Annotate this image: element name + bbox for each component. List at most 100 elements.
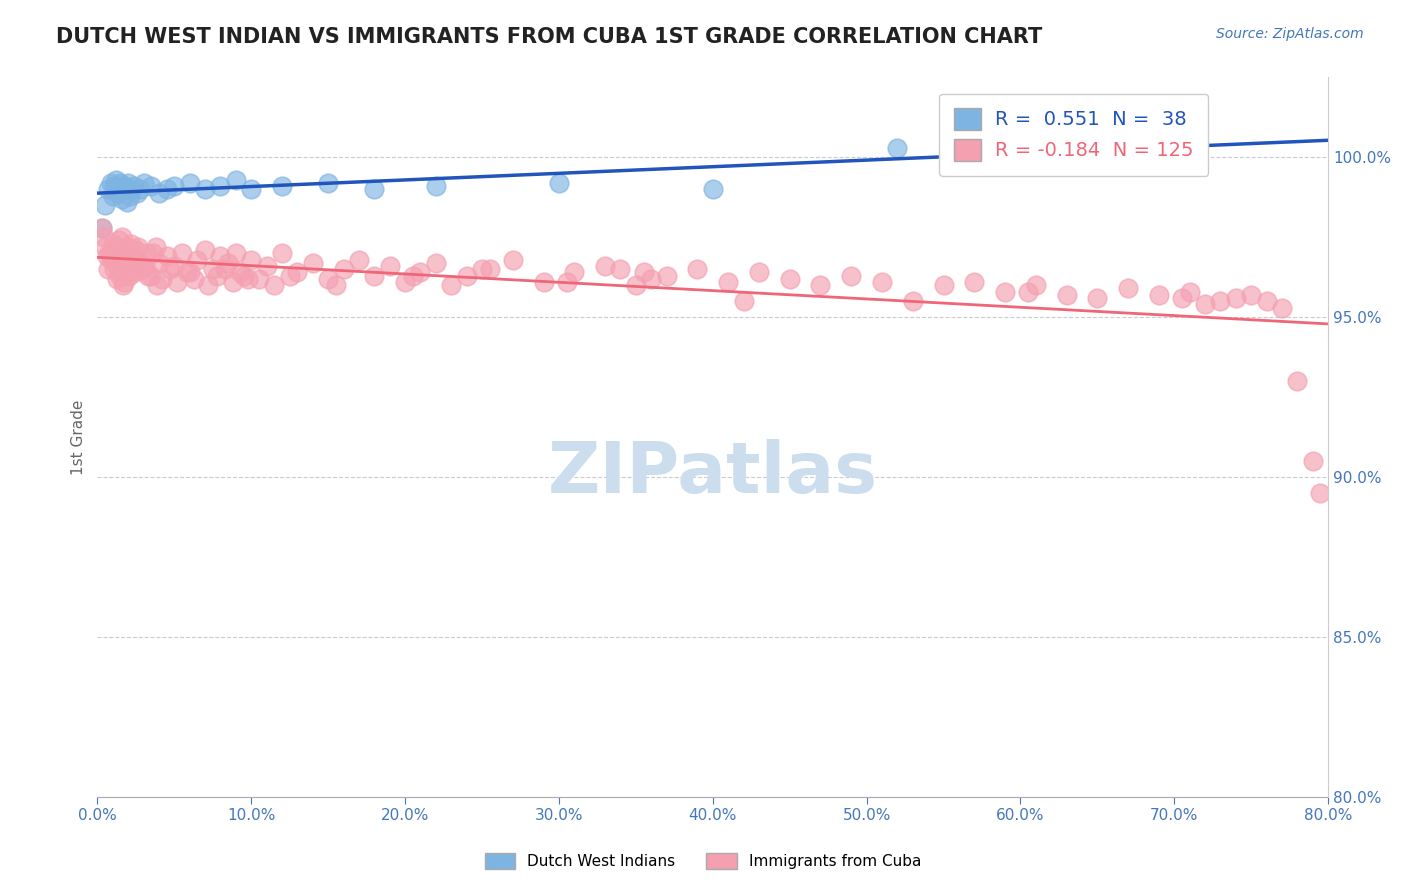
Point bbox=[256, 259, 278, 273]
Point bbox=[91, 220, 114, 235]
Point bbox=[402, 268, 425, 283]
Point bbox=[132, 176, 155, 190]
Point bbox=[155, 249, 177, 263]
Point bbox=[135, 246, 157, 260]
Point bbox=[104, 172, 127, 186]
Point bbox=[1147, 288, 1170, 302]
Point bbox=[111, 230, 134, 244]
Point bbox=[316, 272, 339, 286]
Point bbox=[112, 275, 135, 289]
Legend: Dutch West Indians, Immigrants from Cuba: Dutch West Indians, Immigrants from Cuba bbox=[478, 847, 928, 875]
Point bbox=[901, 294, 924, 309]
Point bbox=[839, 268, 862, 283]
Point bbox=[932, 278, 955, 293]
Point bbox=[110, 176, 132, 190]
Point bbox=[127, 240, 149, 254]
Point bbox=[121, 256, 143, 270]
Point bbox=[163, 259, 186, 273]
Point bbox=[104, 243, 127, 257]
Point bbox=[111, 192, 134, 206]
Point bbox=[332, 262, 354, 277]
Point bbox=[870, 275, 893, 289]
Point bbox=[120, 182, 142, 196]
Point bbox=[229, 265, 252, 279]
Point bbox=[142, 246, 165, 260]
Point bbox=[103, 262, 125, 277]
Point bbox=[425, 179, 447, 194]
Point bbox=[209, 179, 232, 194]
Point bbox=[166, 275, 188, 289]
Point bbox=[271, 246, 294, 260]
Point bbox=[163, 179, 186, 194]
Point bbox=[118, 265, 141, 279]
Point bbox=[748, 265, 770, 279]
Point bbox=[129, 182, 152, 196]
Point bbox=[159, 262, 181, 277]
Point bbox=[640, 272, 662, 286]
Point bbox=[194, 182, 217, 196]
Point bbox=[108, 252, 131, 267]
Point bbox=[155, 182, 177, 196]
Point bbox=[285, 265, 308, 279]
Point bbox=[94, 198, 117, 212]
Point bbox=[624, 278, 647, 293]
Point bbox=[1256, 294, 1278, 309]
Point bbox=[378, 259, 401, 273]
Point bbox=[363, 268, 385, 283]
Point bbox=[278, 268, 301, 283]
Point bbox=[121, 249, 143, 263]
Point bbox=[240, 252, 263, 267]
Point bbox=[686, 262, 709, 277]
Point bbox=[129, 262, 152, 277]
Point bbox=[148, 256, 170, 270]
Point bbox=[194, 243, 217, 257]
Point bbox=[240, 182, 263, 196]
Point bbox=[301, 256, 323, 270]
Point bbox=[394, 275, 416, 289]
Point bbox=[1178, 285, 1201, 299]
Point bbox=[207, 268, 229, 283]
Point bbox=[110, 268, 132, 283]
Point bbox=[136, 268, 159, 283]
Point bbox=[733, 294, 755, 309]
Point bbox=[179, 265, 201, 279]
Point bbox=[1056, 288, 1078, 302]
Point bbox=[111, 278, 134, 293]
Point bbox=[93, 230, 115, 244]
Point bbox=[478, 262, 501, 277]
Point bbox=[201, 262, 224, 277]
Point bbox=[101, 188, 124, 202]
Point bbox=[214, 262, 236, 277]
Point bbox=[103, 249, 125, 263]
Point bbox=[150, 272, 173, 286]
Text: DUTCH WEST INDIAN VS IMMIGRANTS FROM CUBA 1ST GRADE CORRELATION CHART: DUTCH WEST INDIAN VS IMMIGRANTS FROM CUB… bbox=[56, 27, 1042, 46]
Point bbox=[100, 252, 122, 267]
Point bbox=[1116, 281, 1139, 295]
Point bbox=[146, 278, 169, 293]
Point bbox=[994, 285, 1017, 299]
Point bbox=[141, 179, 163, 194]
Point bbox=[108, 182, 131, 196]
Point bbox=[225, 172, 247, 186]
Point bbox=[1286, 374, 1309, 388]
Point bbox=[633, 265, 655, 279]
Point bbox=[471, 262, 494, 277]
Point bbox=[105, 272, 128, 286]
Point bbox=[117, 240, 139, 254]
Point bbox=[118, 188, 141, 202]
Point bbox=[103, 179, 125, 194]
Point bbox=[1085, 291, 1108, 305]
Point bbox=[779, 272, 801, 286]
Point bbox=[1025, 278, 1047, 293]
Point bbox=[1225, 291, 1247, 305]
Point bbox=[148, 186, 170, 200]
Legend: R =  0.551  N =  38, R = -0.184  N = 125: R = 0.551 N = 38, R = -0.184 N = 125 bbox=[939, 94, 1208, 176]
Point bbox=[170, 246, 193, 260]
Point bbox=[118, 268, 141, 283]
Point bbox=[456, 268, 478, 283]
Point bbox=[120, 236, 142, 251]
Point bbox=[114, 246, 136, 260]
Point bbox=[132, 262, 155, 277]
Point bbox=[127, 186, 149, 200]
Point bbox=[1171, 291, 1194, 305]
